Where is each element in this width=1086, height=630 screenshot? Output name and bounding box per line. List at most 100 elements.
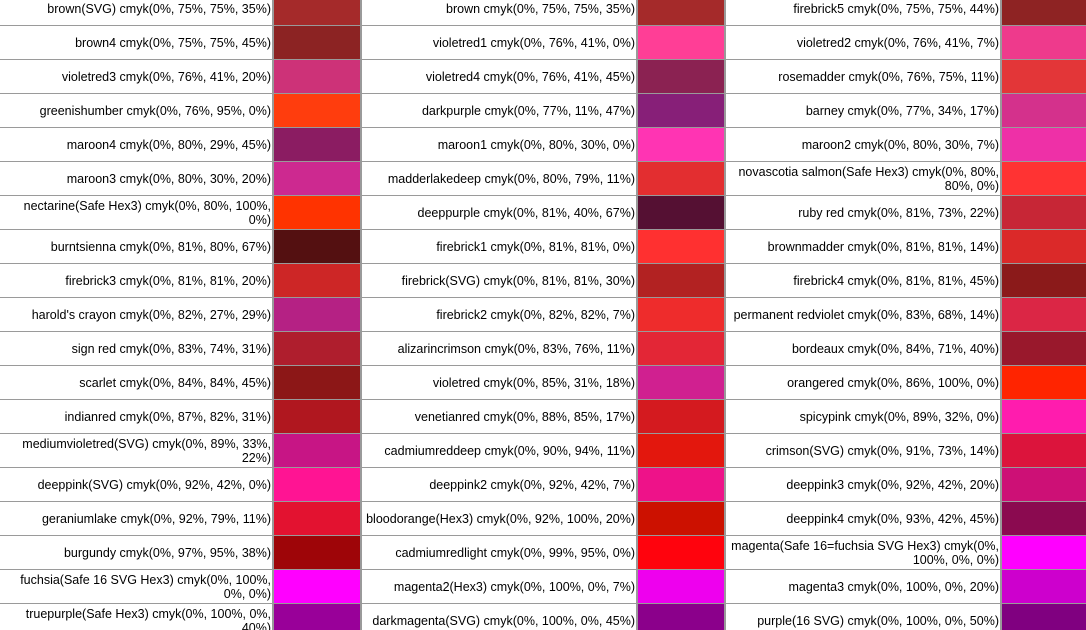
- color-swatch: [274, 60, 360, 93]
- color-label: indianred cmyk(0%, 87%, 82%, 31%): [0, 400, 272, 433]
- color-label: deeppink(SVG) cmyk(0%, 92%, 42%, 0%): [0, 468, 272, 501]
- color-swatch: [638, 570, 724, 603]
- color-label: mediumvioletred(SVG) cmyk(0%, 89%, 33%, …: [0, 434, 272, 467]
- color-swatch: [638, 536, 724, 569]
- color-swatch: [1002, 434, 1086, 467]
- color-label: venetianred cmyk(0%, 88%, 85%, 17%): [362, 400, 636, 433]
- color-swatch: [638, 60, 724, 93]
- color-label: spicypink cmyk(0%, 89%, 32%, 0%): [726, 400, 1000, 433]
- color-label: firebrick5 cmyk(0%, 75%, 75%, 44%): [726, 0, 1000, 25]
- color-swatch: [1002, 162, 1086, 195]
- color-label: violetred4 cmyk(0%, 76%, 41%, 45%): [362, 60, 636, 93]
- color-label: darkmagenta(SVG) cmyk(0%, 100%, 0%, 45%): [362, 604, 636, 630]
- color-swatch: [274, 468, 360, 501]
- color-swatch: [1002, 502, 1086, 535]
- color-label: novascotia salmon(Safe Hex3) cmyk(0%, 80…: [726, 162, 1000, 195]
- color-swatch: [274, 230, 360, 263]
- color-label: magenta(Safe 16=fuchsia SVG Hex3) cmyk(0…: [726, 536, 1000, 569]
- color-swatch: [274, 298, 360, 331]
- color-swatch: [1002, 468, 1086, 501]
- color-swatch: [274, 536, 360, 569]
- color-swatch: [1002, 0, 1086, 25]
- color-label: geraniumlake cmyk(0%, 92%, 79%, 11%): [0, 502, 272, 535]
- color-swatch: [274, 94, 360, 127]
- color-label: madderlakedeep cmyk(0%, 80%, 79%, 11%): [362, 162, 636, 195]
- color-label: violetred3 cmyk(0%, 76%, 41%, 20%): [0, 60, 272, 93]
- color-label: nectarine(Safe Hex3) cmyk(0%, 80%, 100%,…: [0, 196, 272, 229]
- color-swatch: [638, 468, 724, 501]
- color-label: firebrick(SVG) cmyk(0%, 81%, 81%, 30%): [362, 264, 636, 297]
- color-label: brown cmyk(0%, 75%, 75%, 35%): [362, 0, 636, 25]
- color-swatch: [1002, 570, 1086, 603]
- color-swatch: [1002, 196, 1086, 229]
- color-swatch: [274, 400, 360, 433]
- color-label: cadmiumreddeep cmyk(0%, 90%, 94%, 11%): [362, 434, 636, 467]
- color-label: sign red cmyk(0%, 83%, 74%, 31%): [0, 332, 272, 365]
- color-label: maroon4 cmyk(0%, 80%, 29%, 45%): [0, 128, 272, 161]
- color-label: violetred2 cmyk(0%, 76%, 41%, 7%): [726, 26, 1000, 59]
- color-swatch: [638, 230, 724, 263]
- color-swatch: [638, 196, 724, 229]
- color-label: bordeaux cmyk(0%, 84%, 71%, 40%): [726, 332, 1000, 365]
- color-label: maroon2 cmyk(0%, 80%, 30%, 7%): [726, 128, 1000, 161]
- color-swatch: [274, 332, 360, 365]
- color-label: crimson(SVG) cmyk(0%, 91%, 73%, 14%): [726, 434, 1000, 467]
- color-label: brownmadder cmyk(0%, 81%, 81%, 14%): [726, 230, 1000, 263]
- color-label: brown(SVG) cmyk(0%, 75%, 75%, 35%): [0, 0, 272, 25]
- color-label: alizarincrimson cmyk(0%, 83%, 76%, 11%): [362, 332, 636, 365]
- color-label: harold's crayon cmyk(0%, 82%, 27%, 29%): [0, 298, 272, 331]
- color-label: violetred cmyk(0%, 85%, 31%, 18%): [362, 366, 636, 399]
- color-label: deeppink4 cmyk(0%, 93%, 42%, 45%): [726, 502, 1000, 535]
- color-label: deeppink3 cmyk(0%, 92%, 42%, 20%): [726, 468, 1000, 501]
- color-swatch: [1002, 94, 1086, 127]
- color-swatch: [274, 434, 360, 467]
- color-label: purple(16 SVG) cmyk(0%, 100%, 0%, 50%): [726, 604, 1000, 630]
- color-label: deeppurple cmyk(0%, 81%, 40%, 67%): [362, 196, 636, 229]
- color-label: violetred1 cmyk(0%, 76%, 41%, 0%): [362, 26, 636, 59]
- color-swatch: [1002, 604, 1086, 630]
- color-label: bloodorange(Hex3) cmyk(0%, 92%, 100%, 20…: [362, 502, 636, 535]
- color-label: rosemadder cmyk(0%, 76%, 75%, 11%): [726, 60, 1000, 93]
- color-swatch: [274, 264, 360, 297]
- color-swatch: [274, 26, 360, 59]
- color-swatch: [638, 502, 724, 535]
- color-label: fuchsia(Safe 16 SVG Hex3) cmyk(0%, 100%,…: [0, 570, 272, 603]
- color-swatch: [638, 332, 724, 365]
- color-swatch: [274, 128, 360, 161]
- color-label: magenta3 cmyk(0%, 100%, 0%, 20%): [726, 570, 1000, 603]
- color-label: truepurple(Safe Hex3) cmyk(0%, 100%, 0%,…: [0, 604, 272, 630]
- color-swatch: [274, 570, 360, 603]
- color-swatch: [638, 26, 724, 59]
- color-swatch: [1002, 400, 1086, 433]
- color-label: deeppink2 cmyk(0%, 92%, 42%, 7%): [362, 468, 636, 501]
- color-swatch: [638, 0, 724, 25]
- color-swatch: [1002, 536, 1086, 569]
- color-label: firebrick2 cmyk(0%, 82%, 82%, 7%): [362, 298, 636, 331]
- color-swatch: [638, 298, 724, 331]
- color-label: cadmiumredlight cmyk(0%, 99%, 95%, 0%): [362, 536, 636, 569]
- color-label: barney cmyk(0%, 77%, 34%, 17%): [726, 94, 1000, 127]
- color-swatch: [638, 94, 724, 127]
- color-swatch: [638, 162, 724, 195]
- color-label: magenta2(Hex3) cmyk(0%, 100%, 0%, 7%): [362, 570, 636, 603]
- color-swatch: [638, 434, 724, 467]
- color-label: darkpurple cmyk(0%, 77%, 11%, 47%): [362, 94, 636, 127]
- color-swatch: [274, 0, 360, 25]
- color-label: orangered cmyk(0%, 86%, 100%, 0%): [726, 366, 1000, 399]
- color-label: brown4 cmyk(0%, 75%, 75%, 45%): [0, 26, 272, 59]
- color-label: ruby red cmyk(0%, 81%, 73%, 22%): [726, 196, 1000, 229]
- color-swatch: [1002, 128, 1086, 161]
- color-swatch: [1002, 60, 1086, 93]
- color-label: firebrick3 cmyk(0%, 81%, 81%, 20%): [0, 264, 272, 297]
- color-label: burgundy cmyk(0%, 97%, 95%, 38%): [0, 536, 272, 569]
- color-swatch: [638, 128, 724, 161]
- color-swatch: [1002, 298, 1086, 331]
- color-swatch: [274, 196, 360, 229]
- color-label: firebrick4 cmyk(0%, 81%, 81%, 45%): [726, 264, 1000, 297]
- color-swatch: [638, 400, 724, 433]
- color-swatch: [638, 264, 724, 297]
- color-label: burntsienna cmyk(0%, 81%, 80%, 67%): [0, 230, 272, 263]
- color-swatch: [274, 162, 360, 195]
- color-swatch: [1002, 332, 1086, 365]
